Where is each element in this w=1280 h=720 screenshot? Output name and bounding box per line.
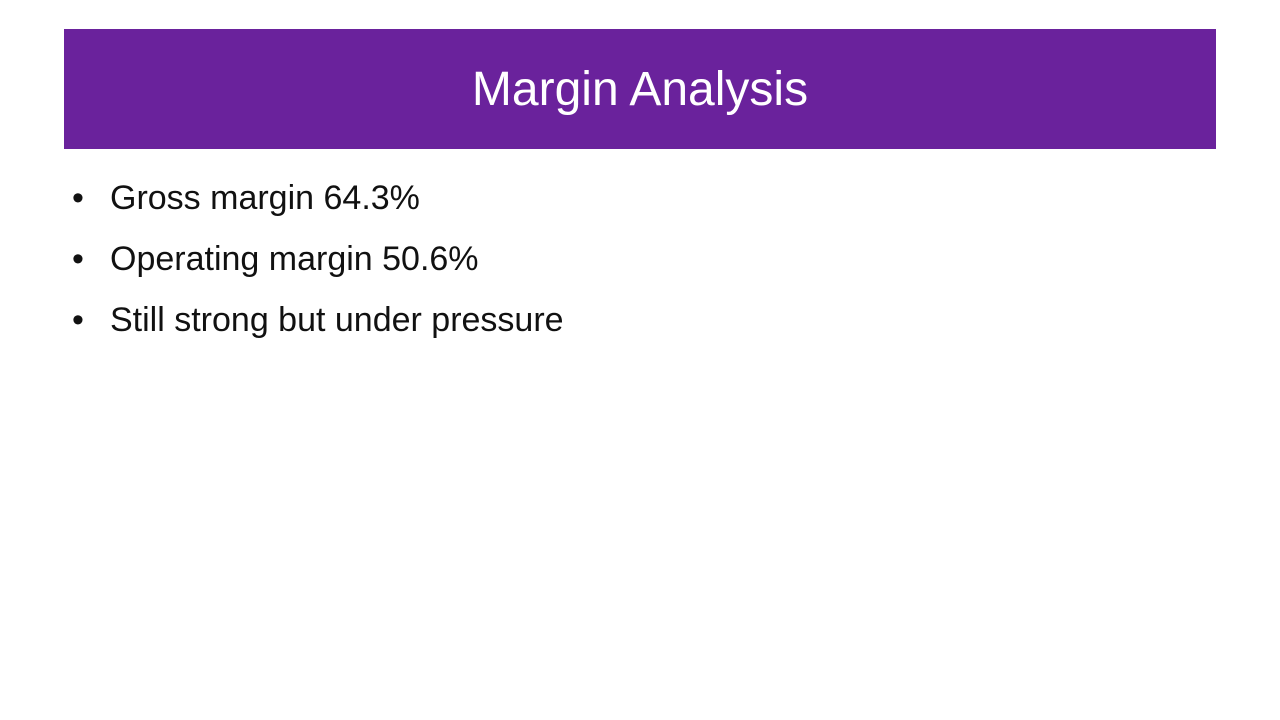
bullet-list: Gross margin 64.3% Operating margin 50.6… [72,168,564,351]
bullet: Operating margin 50.6% [72,229,564,290]
title-banner: Margin Analysis [64,29,1216,149]
bullet: Gross margin 64.3% [72,168,564,229]
slide-title: Margin Analysis [471,62,809,116]
bullet: Still strong but under pressure [72,290,564,351]
